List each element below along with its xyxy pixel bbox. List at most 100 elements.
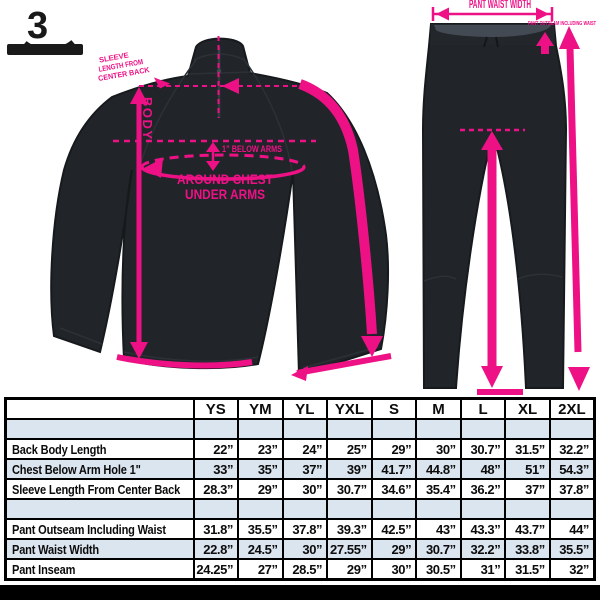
measurement-value: 44” [548,518,596,540]
pant-hem-bar [477,389,523,395]
outseam-arrow-down-icon [568,367,590,391]
measurement-value: 43” [415,518,462,540]
table-row: Pant Inseam 24.25” 27” 28.5” 29” 30” 30.… [4,558,596,581]
measurement-value: 43.7” [504,518,551,540]
measurement-value: 34.6” [370,478,418,500]
measurement-value: 25” [326,438,373,460]
body-length-label: BODY [140,97,155,141]
measurement-value: 37” [504,478,551,500]
measurement-value: 41.7” [370,458,418,480]
measurement-value: 37.8” [281,518,329,540]
measurement-value: 22” [192,438,240,460]
table-row: Back Body Length 22” 23” 24” 25” 29” 30”… [4,438,596,460]
cuff-arrow-icon [291,366,308,381]
size-column-header: YL [281,397,329,420]
waist-width-line [431,7,554,21]
measurement-value: 27.55” [326,538,373,560]
measurement-value: 30” [370,558,418,581]
table-row: Pant Outseam Including Waist 31.8” 35.5”… [4,518,596,540]
size-table-section: YS YM YL YXL S M L XL 2XL Back Body Leng… [0,396,600,585]
size-column-header: YM [237,397,284,420]
measurement-value: 33” [192,458,240,480]
spacer-row [4,418,596,440]
measurement-value: 30” [415,438,462,460]
around-chest-label-line2: UNDER ARMS [185,187,265,202]
jacket-illustration [50,37,390,377]
measurement-value: 37.8” [548,478,596,500]
measurement-value: 29” [370,438,418,460]
measurement-value: 31.5” [504,558,551,581]
measurement-value: 29” [237,478,284,500]
sleeve-length-line [298,79,377,335]
size-column-header: M [415,397,462,420]
hem-bar [116,354,253,369]
outseam-arrow-up-icon [559,26,580,49]
measurement-value: 39.3” [326,518,373,540]
include-waist-arrow-icon [536,32,554,46]
measurement-value: 35.5” [237,518,284,540]
measurement-value: 24” [281,438,329,460]
measurement-value: 22.8” [192,538,240,560]
cuff-bar [296,353,392,376]
chest-ellipse-top-arc [140,153,306,168]
pants-measurement-annotations: PANT WAIST WIDTH PANT OUTSEAM INCLUDING … [431,0,596,395]
measurement-value: 43.3” [459,518,507,540]
size-column-header: S [370,397,418,420]
below-arms-arrow-down-icon [206,161,220,171]
brand-logo: 3 [7,5,83,55]
measurement-value: 30” [281,478,329,500]
measurement-value: 36.2” [459,478,507,500]
measurement-label: Pant Inseam [12,561,76,577]
measurement-value: 30.7” [415,538,462,560]
measurement-label: Chest Below Arm Hole 1" [12,461,141,477]
measurement-value: 37” [281,458,329,480]
brand-wordmark-illegible [7,44,83,55]
size-column-header: L [459,397,507,420]
table-row: Chest Below Arm Hole 1" 33” 35” 37” 39” … [4,458,596,480]
measurement-value: 39” [326,458,373,480]
measurement-value: 31.8” [192,518,240,540]
measurement-value: 51” [504,458,551,480]
waist-arrow-right-icon [536,7,549,21]
chest-arrow-icon [144,158,163,178]
size-diagram: 3 [7,0,596,395]
measurement-value: 32” [548,558,596,581]
bottom-black-bar [0,585,600,600]
measurement-value: 30” [281,538,329,560]
measurement-value: 29” [370,538,418,560]
jacket-measurement-annotations: BODY 1” BELOW ARMS AROUND CHEST UNDER AR… [97,36,392,381]
brand-mark: 3 [27,5,48,47]
measurement-value: 28.5” [281,558,329,581]
measurement-label: Pant Waist Width [12,541,100,557]
outseam-note-label: PANT OUTSEAM INCLUDING WAIST [528,21,596,27]
inseam-arrow-down-icon [481,366,503,388]
table-row: Pant Waist Width 22.8” 24.5” 30” 27.55” … [4,538,596,560]
size-column-header: YXL [326,397,373,420]
size-column-header: 2XL [548,397,596,420]
size-column-header: YS [192,397,240,420]
measurement-value: 31” [459,558,507,581]
measurement-value: 23” [237,438,284,460]
size-header-row: YS YM YL YXL S M L XL 2XL [4,397,596,420]
measurement-value: 35” [237,458,284,480]
measurement-value: 28.3” [192,478,240,500]
outseam-line [566,47,582,353]
measurement-value: 30.7” [326,478,373,500]
measurement-value: 24.5” [237,538,284,560]
measurement-value: 32.2” [459,538,507,560]
neck-arrow-icon [222,78,239,94]
measurement-value: 30.7” [459,438,507,460]
measurement-value: 33.8” [504,538,551,560]
size-chart-table: YS YM YL YXL S M L XL 2XL Back Body Leng… [4,397,596,581]
measurement-value: 44.8” [415,458,462,480]
measurement-value: 31.5” [504,438,551,460]
measurement-value: 35.5” [548,538,596,560]
spacer-row [4,498,596,520]
inseam-arrow-up-icon [481,131,503,150]
waist-width-label: PANT WAIST WIDTH [469,0,531,11]
sleeve-arrow-down-icon [361,336,383,357]
below-arms-label: 1” BELOW ARMS [222,144,282,155]
measurement-value: 30.5” [415,558,462,581]
measurement-label: Back Body Length [12,441,107,457]
